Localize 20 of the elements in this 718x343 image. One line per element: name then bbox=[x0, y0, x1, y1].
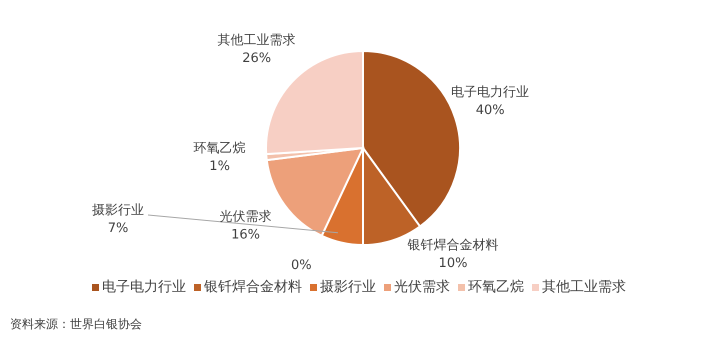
slice-label: 环氧乙烷 bbox=[194, 141, 246, 156]
legend-label: 其他工业需求 bbox=[542, 278, 626, 296]
slice-label: 摄影行业 bbox=[92, 203, 144, 218]
legend-label: 银钎焊合金材料 bbox=[204, 278, 302, 296]
slice-label: 银钎焊合金材料 bbox=[406, 238, 498, 253]
data-label: 26% bbox=[242, 50, 272, 66]
legend-label: 光伏需求 bbox=[394, 278, 450, 296]
legend-label: 摄影行业 bbox=[320, 278, 376, 296]
data-label: 1% bbox=[209, 159, 230, 174]
legend-label: 电子电力行业 bbox=[102, 278, 186, 296]
data-label: 16% bbox=[231, 228, 260, 243]
text: 0% bbox=[291, 258, 312, 273]
text: 资料来源：世界白银协会 bbox=[10, 316, 142, 333]
data-label: 7% bbox=[108, 221, 128, 236]
legend-label: 环氧乙烷 bbox=[468, 278, 524, 296]
slice-label: 其他工业需求 bbox=[218, 32, 296, 48]
data-label: 10% bbox=[438, 256, 468, 271]
data-label: 40% bbox=[476, 103, 505, 118]
slice-label: 电子电力行业 bbox=[451, 85, 530, 100]
slice-label: 光伏需求 bbox=[220, 210, 272, 225]
